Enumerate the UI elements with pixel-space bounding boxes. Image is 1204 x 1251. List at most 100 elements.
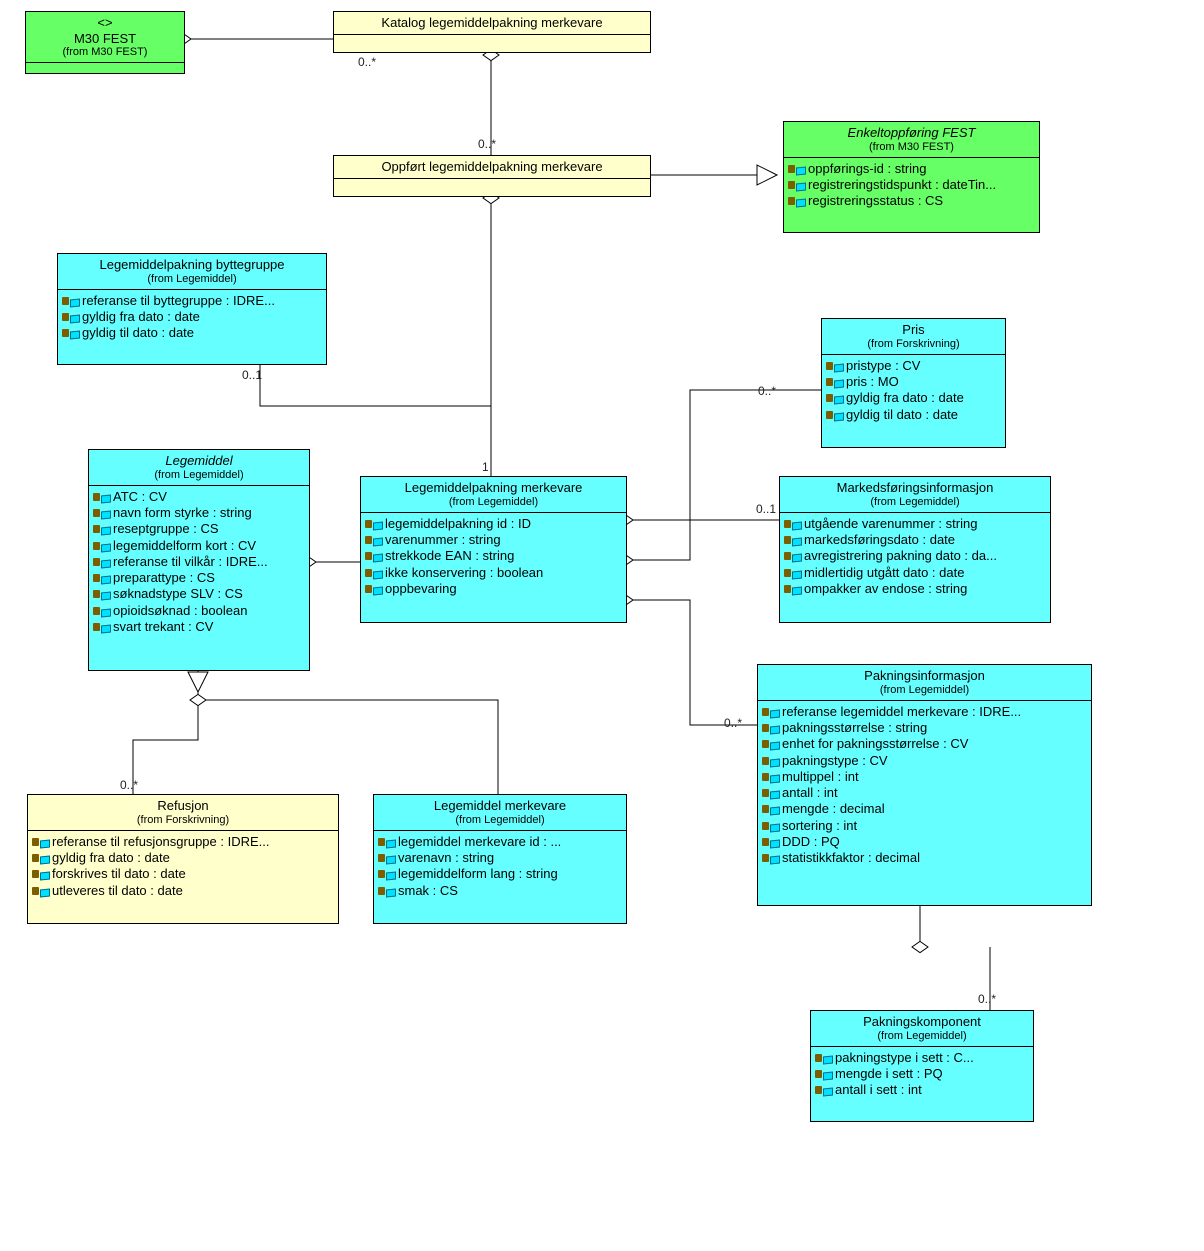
attribute-row: oppførings-id : string [788,161,1035,177]
attribute-row: multippel : int [762,769,1087,785]
attribute-row: avregistrering pakning dato : da... [784,548,1046,564]
class-attrs: ATC : CVnavn form styrke : stringreseptg… [89,486,309,641]
attribute-row: registreringstidspunkt : dateTin... [788,177,1035,193]
attribute-icon [762,851,780,865]
attribute-icon [378,867,396,881]
attribute-text: utgående varenummer : string [804,516,977,532]
attribute-icon [93,555,111,569]
class-title: Legemiddelpakning merkevare(from Legemid… [361,477,626,513]
attribute-icon [365,549,383,563]
attribute-icon [788,194,806,208]
attribute-icon [762,786,780,800]
attribute-icon [762,754,780,768]
attribute-text: smak : CS [398,883,458,899]
attribute-row: referanse legemiddel merkevare : IDRE... [762,704,1087,720]
attribute-text: pakningsstørrelse : string [782,720,927,736]
attribute-icon [93,571,111,585]
attribute-text: pris : MO [846,374,899,390]
attribute-row: markedsføringsdato : date [784,532,1046,548]
attribute-row: referanse til byttegruppe : IDRE... [62,293,322,309]
attribute-row: pristype : CV [826,358,1001,374]
attribute-text: avregistrering pakning dato : da... [804,548,997,564]
attribute-row: antall : int [762,785,1087,801]
attribute-row: legemiddelform kort : CV [93,538,305,554]
attribute-text: registreringstidspunkt : dateTin... [808,177,996,193]
attribute-text: referanse legemiddel merkevare : IDRE... [782,704,1021,720]
attribute-row: mengde i sett : PQ [815,1066,1029,1082]
attribute-text: gyldig fra dato : date [52,850,170,866]
attribute-row: referanse til refusjonsgruppe : IDRE... [32,834,334,850]
class-pakningskomponent: Pakningskomponent(from Legemiddel)paknin… [810,1010,1034,1122]
attribute-row: pakningstype : CV [762,753,1087,769]
attribute-icon [365,566,383,580]
class-attrs: pakningstype i sett : C...mengde i sett … [811,1047,1033,1105]
class-title: Refusjon(from Forskrivning) [28,795,338,831]
attribute-row: ikke konservering : boolean [365,565,622,581]
attribute-icon [365,533,383,547]
attribute-icon [365,517,383,531]
class-legemiddelpakning: Legemiddelpakning merkevare(from Legemid… [360,476,627,623]
attribute-text: DDD : PQ [782,834,840,850]
attribute-text: referanse til vilkår : IDRE... [113,554,268,570]
class-title: Pris(from Forskrivning) [822,319,1005,355]
attribute-row: antall i sett : int [815,1082,1029,1098]
attribute-icon [762,802,780,816]
attribute-row: ompakker av endose : string [784,581,1046,597]
attribute-text: markedsføringsdato : date [804,532,955,548]
class-title: Legemiddel merkevare(from Legemiddel) [374,795,626,831]
attribute-icon [826,391,844,405]
attribute-icon [93,522,111,536]
attribute-row: legemiddelform lang : string [378,866,622,882]
attribute-icon [784,566,802,580]
attribute-row: ATC : CV [93,489,305,505]
attribute-icon [826,375,844,389]
attribute-icon [762,737,780,751]
class-refusjon: Refusjon(from Forskrivning) referanse til… [27,794,339,924]
attribute-row: pakningstype i sett : C... [815,1050,1029,1066]
attribute-row: gyldig til dato : date [826,407,1001,423]
attribute-icon [32,835,50,849]
attribute-text: legemiddelform kort : CV [113,538,256,554]
attribute-text: oppførings-id : string [808,161,927,177]
attribute-text: antall : int [782,785,838,801]
attribute-text: navn form styrke : string [113,505,252,521]
attribute-text: gyldig fra dato : date [846,390,964,406]
attribute-text: enhet for pakningsstørrelse : CV [782,736,968,752]
class-title: Oppført legemiddelpakning merkevare [334,156,650,179]
class-legemiddel: Legemiddel(from Legemiddel)ATC : CVnavn … [88,449,310,671]
attribute-text: referanse til byttegruppe : IDRE... [82,293,275,309]
attribute-row: legemiddelpakning id : ID [365,516,622,532]
attribute-row: gyldig fra dato : date [62,309,322,325]
attribute-text: mengde : decimal [782,801,885,817]
attribute-text: legemiddel merkevare id : ... [398,834,561,850]
attribute-icon [826,408,844,422]
attribute-text: svart trekant : CV [113,619,213,635]
attribute-row: svart trekant : CV [93,619,305,635]
attribute-icon [93,506,111,520]
class-legemiddelmerkevare: Legemiddel merkevare(from Legemiddel) leg… [373,794,627,924]
class-title: <>M30 FEST(from M30 FEST) [26,12,184,63]
attribute-icon [762,770,780,784]
attribute-row: utleveres til dato : date [32,883,334,899]
attribute-icon [826,359,844,373]
attribute-icon [784,533,802,547]
class-pris: Pris(from Forskrivning) pristype : CVpris… [821,318,1006,448]
attribute-text: referanse til refusjonsgruppe : IDRE... [52,834,270,850]
attribute-text: opioidsøknad : boolean [113,603,247,619]
attribute-text: strekkode EAN : string [385,548,514,564]
attribute-row: DDD : PQ [762,834,1087,850]
attribute-text: ompakker av endose : string [804,581,967,597]
attribute-icon [62,326,80,340]
attribute-row: varenummer : string [365,532,622,548]
class-pakningsinfo: Pakningsinformasjon(from Legemiddel)refe… [757,664,1092,906]
attribute-row: forskrives til dato : date [32,866,334,882]
attribute-icon [762,819,780,833]
attribute-text: midlertidig utgått dato : date [804,565,964,581]
attribute-icon [815,1067,833,1081]
class-title: Legemiddelpakning byttegruppe(from Legem… [58,254,326,290]
class-markedsforing: Markedsføringsinformasjon(from Legemidde… [779,476,1051,623]
attribute-text: legemiddelform lang : string [398,866,558,882]
attribute-icon [93,620,111,634]
attribute-text: gyldig til dato : date [82,325,194,341]
attribute-text: pristype : CV [846,358,920,374]
